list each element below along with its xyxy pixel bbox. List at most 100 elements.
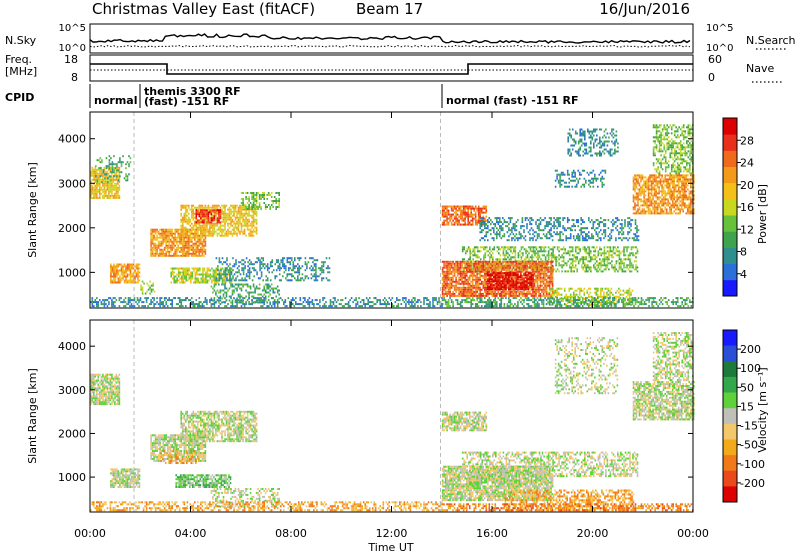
- echo-cell: [237, 285, 240, 288]
- echo-cell: [566, 219, 569, 222]
- echo-cell: [443, 284, 445, 287]
- echo-cell: [552, 252, 554, 255]
- echo-cell: [251, 222, 253, 225]
- echo-cell: [274, 275, 276, 278]
- echo-cell: [129, 281, 132, 284]
- echo-cell: [218, 299, 220, 302]
- echo-cell: [206, 279, 209, 282]
- echo-cell: [185, 234, 187, 237]
- echo-cell: [100, 178, 103, 181]
- echo-cell: [467, 286, 469, 289]
- echo-cell: [275, 192, 277, 194]
- echo-cell: [141, 290, 144, 293]
- echo-cell: [614, 246, 616, 249]
- echo-cell: [458, 282, 460, 285]
- echo-cell: [535, 223, 537, 226]
- echo-cell: [102, 303, 104, 306]
- echo-cell: [160, 250, 163, 253]
- echo-cell: [458, 272, 460, 275]
- echo-cell: [275, 198, 277, 200]
- echo-cell: [197, 238, 199, 241]
- echo-cell: [467, 264, 469, 267]
- echo-cell: [464, 262, 466, 265]
- echo-cell: [238, 279, 240, 282]
- echo-cell: [108, 184, 110, 187]
- echo-cell: [368, 305, 371, 308]
- echo-cell: [310, 273, 313, 276]
- echo-cell: [171, 305, 173, 308]
- echo-cell: [171, 232, 173, 235]
- echo-cell: [236, 232, 238, 235]
- echo-cell: [441, 205, 444, 208]
- echo-cell: [215, 204, 217, 207]
- echo-cell: [110, 275, 112, 278]
- echo-cell: [181, 279, 183, 282]
- echo-cell: [487, 292, 489, 295]
- echo-cell: [468, 264, 471, 267]
- echo-cell: [160, 232, 163, 235]
- echo-cell: [150, 228, 152, 231]
- echo-cell: [221, 267, 224, 270]
- echo-cell: [114, 172, 116, 175]
- echo-cell: [455, 209, 457, 212]
- echo-cell: [466, 264, 468, 267]
- echo-cell: [477, 211, 480, 214]
- echo-cell: [603, 225, 605, 228]
- echo-cell: [233, 279, 236, 282]
- echo-cell: [194, 222, 196, 225]
- echo-cell: [106, 194, 109, 197]
- echo-cell: [178, 236, 181, 239]
- echo-cell: [200, 226, 202, 229]
- echo-cell: [134, 265, 136, 268]
- echo-cell: [556, 227, 558, 230]
- echo-cell: [482, 223, 485, 226]
- echo-cell: [578, 235, 581, 238]
- echo-cell: [487, 268, 489, 271]
- echo-cell: [247, 261, 249, 264]
- echo-cell: [538, 246, 541, 249]
- echo-cell: [192, 248, 195, 251]
- echo-cell: [387, 301, 389, 304]
- echo-cell: [215, 206, 217, 209]
- echo-cell: [113, 275, 115, 278]
- echo-cell: [444, 207, 447, 210]
- echo-cell: [200, 240, 202, 243]
- echo-cell: [322, 299, 324, 302]
- echo-cell: [203, 267, 206, 270]
- echo-cell: [222, 224, 225, 227]
- echo-cell: [175, 236, 178, 239]
- echo-cell: [471, 282, 474, 285]
- echo-cell: [248, 293, 250, 296]
- echo-cell: [245, 295, 247, 298]
- echo-cell: [228, 208, 231, 211]
- echo-cell: [211, 275, 213, 278]
- echo-cell: [588, 260, 591, 263]
- echo-cell: [191, 301, 193, 304]
- echo-cell: [200, 209, 202, 212]
- echo-cell: [128, 163, 130, 166]
- echo-cell: [485, 274, 488, 277]
- echo-cell: [197, 206, 199, 209]
- echo-cell: [209, 234, 211, 237]
- echo-cell: [592, 223, 595, 226]
- echo-cell: [502, 250, 505, 253]
- echo-cell: [462, 213, 465, 216]
- echo-cell: [597, 264, 600, 267]
- echo-cell: [239, 301, 241, 304]
- echo-cell: [96, 179, 99, 182]
- echo-cell: [465, 268, 468, 271]
- echo-cell: [195, 213, 198, 216]
- echo-cell: [626, 258, 628, 261]
- echo-cell: [103, 196, 106, 199]
- echo-cell: [114, 277, 117, 280]
- echo-cell: [476, 209, 478, 212]
- echo-cell: [252, 291, 255, 294]
- echo-cell: [175, 240, 178, 243]
- echo-cell: [185, 218, 187, 221]
- echo-cell: [507, 248, 509, 251]
- echo-cell: [198, 224, 201, 227]
- echo-cell: [182, 222, 184, 225]
- echo-cell: [204, 204, 207, 207]
- echo-cell: [283, 267, 286, 270]
- echo-cell: [93, 190, 95, 193]
